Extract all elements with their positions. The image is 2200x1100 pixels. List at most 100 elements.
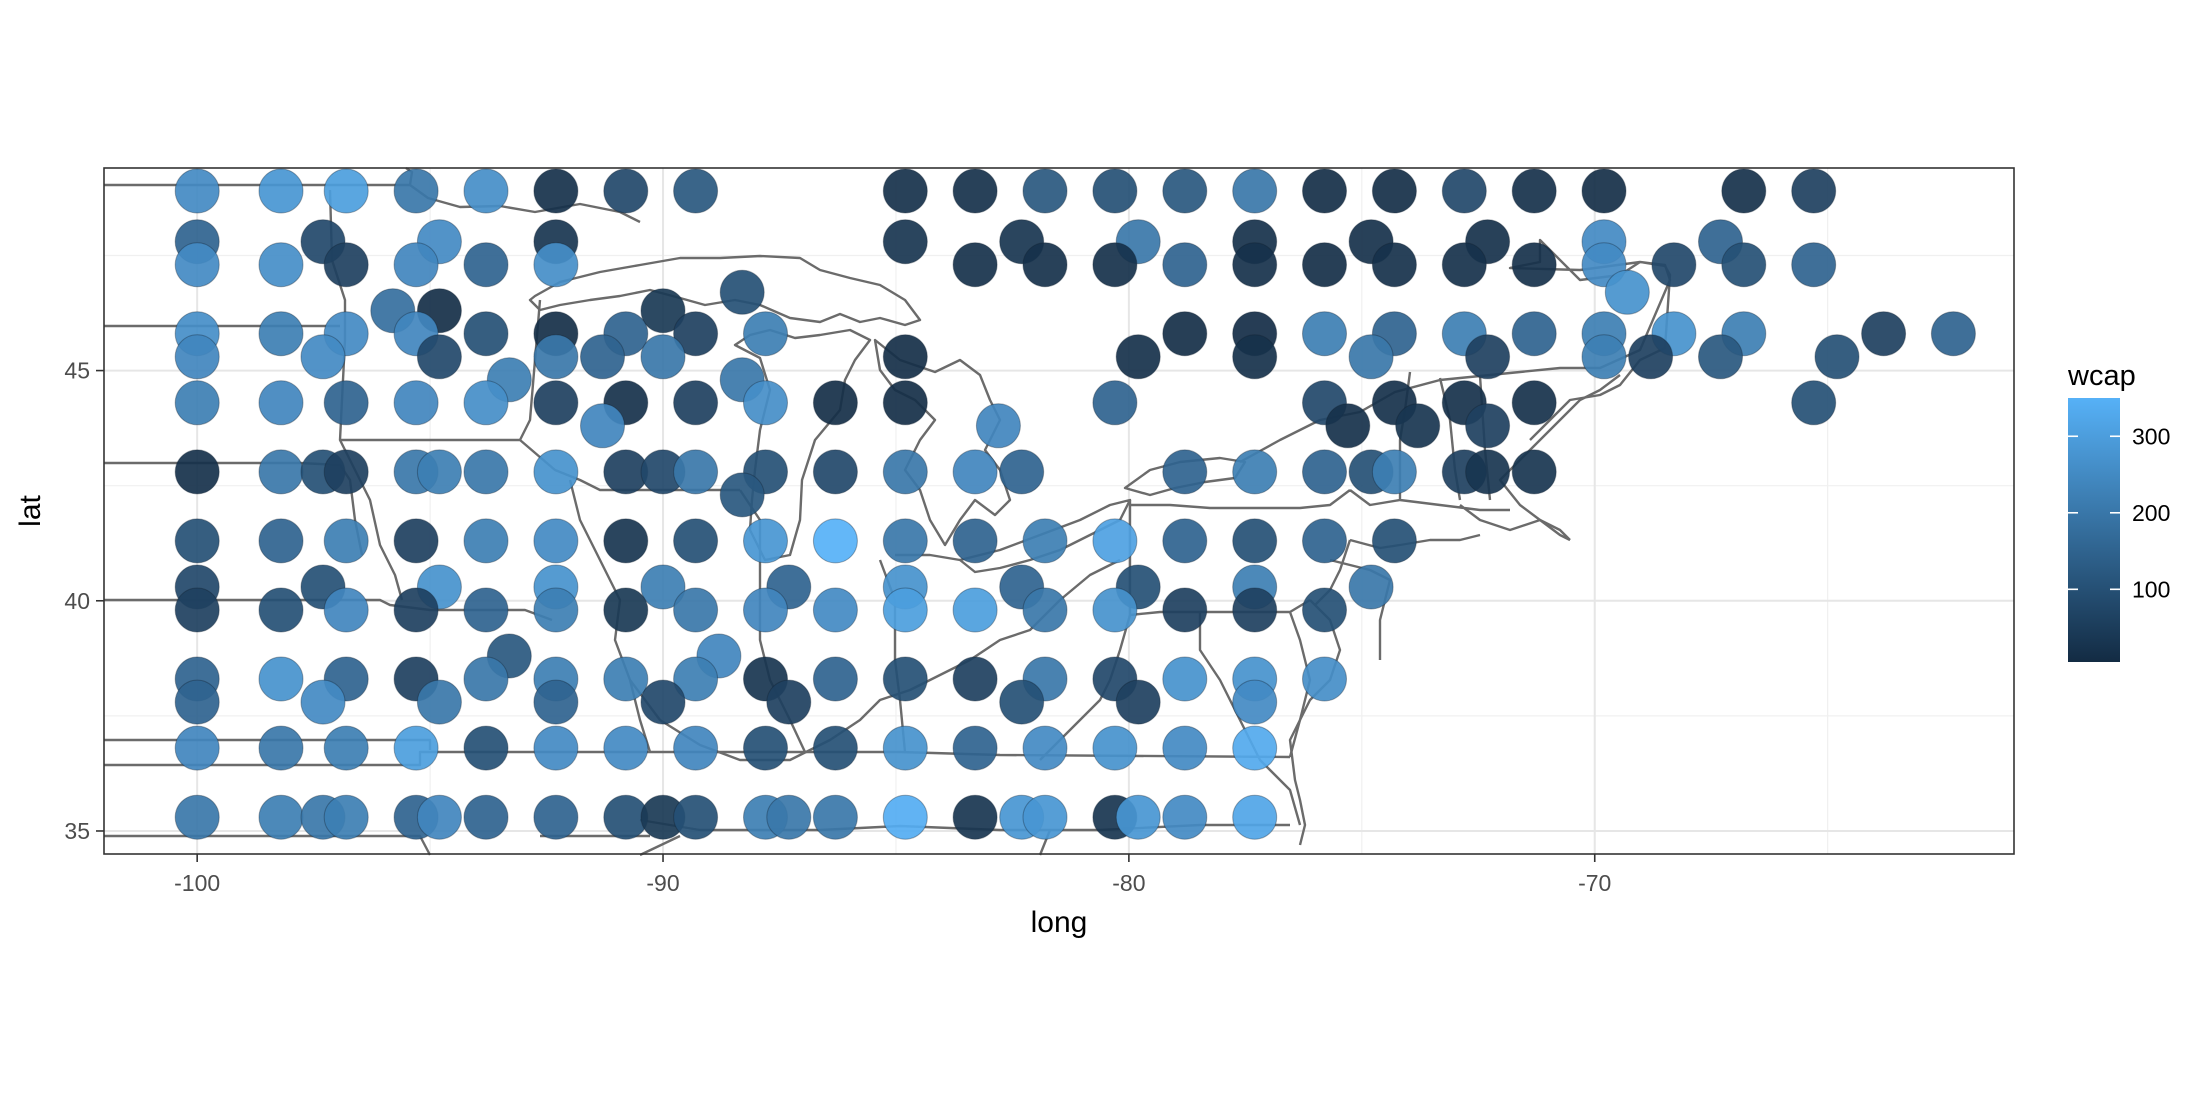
map-point (952, 656, 998, 702)
map-point (416, 449, 462, 495)
map-point (603, 587, 649, 633)
legend-title: wcap (2067, 360, 2136, 392)
map-point (1022, 168, 1068, 214)
map-point (640, 288, 686, 334)
map-point (1302, 311, 1347, 357)
map-point (640, 564, 686, 610)
map-point (952, 794, 998, 840)
map-point (1721, 168, 1767, 214)
map-point (1302, 656, 1347, 702)
map-point (673, 587, 719, 633)
map-point (766, 794, 812, 840)
map-point (258, 311, 304, 357)
map-point (1511, 242, 1557, 288)
map-point (1162, 587, 1208, 633)
map-point (743, 311, 788, 357)
map-point (533, 449, 579, 495)
map-point (463, 725, 509, 771)
map-point (323, 242, 369, 288)
map-point (603, 518, 649, 564)
map-point (174, 587, 220, 633)
map-point (174, 725, 220, 771)
map-point (1511, 380, 1557, 426)
map-point (258, 587, 304, 633)
map-point (743, 725, 788, 771)
lake-michigan-shore (733, 328, 872, 562)
map-point (882, 334, 928, 380)
map-point (1511, 168, 1557, 214)
map-point (300, 679, 346, 725)
map-point (1232, 725, 1278, 771)
map-point (533, 334, 579, 380)
map-point (882, 794, 928, 840)
map-point (882, 380, 928, 426)
map-point (952, 242, 998, 288)
map-point (812, 725, 858, 771)
map-point (533, 794, 579, 840)
map-point (1162, 311, 1208, 357)
map-point (323, 449, 369, 495)
map-point (416, 794, 462, 840)
y-tick-label: 35 (64, 818, 90, 844)
map-point (174, 334, 220, 380)
panel-border (103, 167, 2015, 855)
map-point (1162, 168, 1208, 214)
map-point (174, 794, 220, 840)
map-point (882, 168, 928, 214)
map-point (719, 269, 765, 315)
map-point (258, 794, 304, 840)
map-point (463, 168, 509, 214)
y-axis: 35 40 45 (64, 358, 104, 844)
map-point (1232, 334, 1278, 380)
map-point (1371, 449, 1417, 495)
map-point (533, 679, 579, 725)
map-point (1604, 269, 1650, 315)
map-point (673, 518, 719, 564)
map-point (999, 679, 1045, 725)
map-point (952, 518, 998, 564)
map-point (1395, 403, 1441, 449)
map-point (952, 587, 998, 633)
map-point (1371, 518, 1417, 564)
map-point (603, 656, 649, 702)
map-point (533, 380, 579, 426)
map-point (673, 725, 719, 771)
map-point (1232, 794, 1278, 840)
map-point (580, 334, 625, 380)
map-point (258, 242, 304, 288)
map-point (1162, 518, 1208, 564)
map-point (882, 219, 928, 265)
map-point (393, 518, 439, 564)
colorbar-tick-label: 200 (2132, 500, 2170, 526)
map-point (416, 334, 462, 380)
map-point (1022, 725, 1068, 771)
map-point (300, 334, 346, 380)
map-point (1325, 403, 1371, 449)
map-point (393, 168, 439, 214)
x-axis: -100 -90 -80 -70 (174, 854, 1611, 896)
map-point (463, 242, 509, 288)
map-point (1302, 518, 1347, 564)
map-point (1162, 656, 1208, 702)
map-point (174, 449, 220, 495)
map-point (673, 794, 719, 840)
x-tick-label: -100 (174, 870, 220, 896)
map-point (533, 168, 579, 214)
y-tick-label: 45 (64, 358, 90, 384)
map-point (1162, 725, 1208, 771)
x-axis-title: long (1031, 906, 1088, 939)
y-axis-title: lat (14, 494, 47, 526)
data-points (174, 168, 1976, 840)
map-point (1092, 587, 1138, 633)
map-point (1651, 242, 1697, 288)
map-point (882, 725, 928, 771)
map-point (952, 168, 998, 214)
map-point (999, 449, 1045, 495)
map-point (812, 794, 858, 840)
map-point (1232, 242, 1278, 288)
map-point (1511, 311, 1557, 357)
map-point (1162, 449, 1208, 495)
map-point (812, 518, 858, 564)
map-point (258, 380, 304, 426)
